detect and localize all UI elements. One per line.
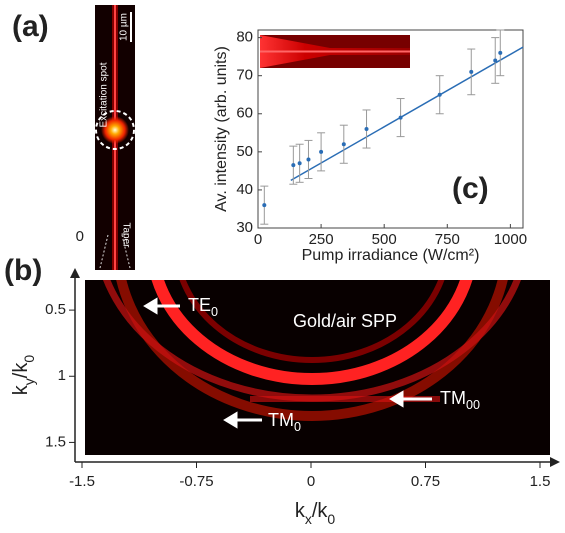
y-axis-label-part: k (10, 384, 32, 395)
annotation-text: TE (188, 295, 211, 315)
y-tick-label: 50 (236, 143, 253, 160)
annotation: Gold/air SPP (293, 311, 397, 331)
y-tick-label: 70 (236, 67, 253, 84)
point (469, 69, 474, 74)
annotation-sub: 0 (211, 305, 218, 319)
x-tick-label: -0.75 (179, 473, 213, 490)
x-axis-label-part: k (295, 500, 306, 522)
panel-a-image: 10 µm Excitation spot Taper (95, 5, 135, 270)
annotation-text: TM (268, 410, 294, 430)
x-axis-label-part: /k (312, 500, 329, 522)
taper-label: Taper (120, 222, 131, 248)
x-tick-label: 0.75 (411, 473, 440, 490)
x-tick-label: 0 (254, 231, 262, 248)
x-axis-label-part: x (305, 511, 312, 527)
x-tick-label: 250 (309, 231, 334, 248)
annotation-text: TM (440, 388, 466, 408)
point (341, 142, 346, 147)
point (398, 115, 403, 120)
y-tick-label: 0.5 (45, 301, 66, 318)
point (291, 163, 296, 168)
y-tick-label: 30 (236, 219, 253, 236)
panel-label: (a) (12, 10, 49, 43)
annotation: TM00 (440, 388, 480, 413)
point (498, 50, 503, 55)
fit-line (290, 46, 524, 182)
y-tick-label: 80 (236, 29, 253, 46)
origin-label: 0 (76, 228, 84, 245)
point (297, 161, 302, 166)
x-tick-label: 750 (435, 231, 460, 248)
y-axis-label: ky/k0 (10, 355, 36, 396)
x-axis-label: kx/k0 (295, 500, 336, 526)
annotation: TM0 (268, 410, 301, 435)
annotation: TE0 (188, 295, 218, 320)
x-tick-label: 1000 (494, 231, 527, 248)
y-axis-label-part: 0 (21, 355, 37, 363)
x-tick-label: -1.5 (69, 473, 95, 490)
point (306, 157, 311, 162)
point (364, 127, 369, 131)
point (262, 203, 267, 208)
y-axis-label: Av. intensity (arb. units) (213, 46, 230, 212)
y-axis-label-part: /k (10, 362, 32, 379)
excitation-label: Excitation spot (99, 62, 110, 127)
panel-b-image (85, 280, 550, 455)
point (493, 58, 498, 63)
y-tick-label: 40 (236, 181, 253, 198)
panel-label: (c) (452, 172, 489, 205)
annotation-sub: 0 (294, 420, 301, 434)
x-tick-label: 500 (372, 231, 397, 248)
x-axis-label: Pump irradiance (W/cm²) (302, 247, 480, 264)
point (437, 92, 442, 97)
annotation-text: Gold/air SPP (293, 311, 397, 331)
y-tick-label: 1.5 (45, 433, 66, 450)
x-axis-label-part: 0 (327, 511, 335, 527)
y-axis-label-part: y (21, 378, 37, 385)
annotation-sub: 00 (466, 398, 480, 412)
y-tick-label: 60 (236, 105, 253, 122)
scale-bar-label: 10 µm (119, 13, 130, 41)
x-tick-label: 1.5 (530, 473, 551, 490)
x-tick-label: 0 (307, 473, 315, 490)
panel-label: (b) (4, 254, 42, 287)
y-tick-label: 1 (58, 367, 66, 384)
point (319, 149, 324, 154)
